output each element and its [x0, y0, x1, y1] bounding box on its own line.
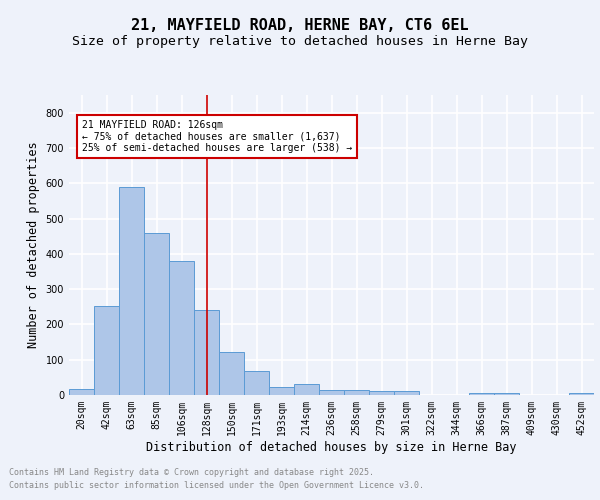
X-axis label: Distribution of detached houses by size in Herne Bay: Distribution of detached houses by size …: [146, 440, 517, 454]
Bar: [394, 392, 419, 395]
Bar: [294, 384, 319, 395]
Text: 21 MAYFIELD ROAD: 126sqm
← 75% of detached houses are smaller (1,637)
25% of sem: 21 MAYFIELD ROAD: 126sqm ← 75% of detach…: [82, 120, 352, 153]
Bar: [369, 392, 394, 395]
Bar: [269, 387, 294, 395]
Bar: [569, 393, 594, 395]
Bar: [119, 187, 144, 395]
Text: Size of property relative to detached houses in Herne Bay: Size of property relative to detached ho…: [72, 34, 528, 48]
Bar: [144, 234, 169, 395]
Bar: [244, 371, 269, 395]
Bar: [94, 306, 119, 395]
Bar: [69, 388, 94, 395]
Text: Contains HM Land Registry data © Crown copyright and database right 2025.: Contains HM Land Registry data © Crown c…: [9, 468, 374, 477]
Bar: [219, 352, 244, 395]
Bar: [469, 393, 494, 395]
Bar: [319, 390, 344, 395]
Bar: [494, 393, 519, 395]
Bar: [194, 310, 219, 395]
Y-axis label: Number of detached properties: Number of detached properties: [27, 142, 40, 348]
Text: 21, MAYFIELD ROAD, HERNE BAY, CT6 6EL: 21, MAYFIELD ROAD, HERNE BAY, CT6 6EL: [131, 18, 469, 32]
Bar: [169, 261, 194, 395]
Bar: [344, 390, 369, 395]
Text: Contains public sector information licensed under the Open Government Licence v3: Contains public sector information licen…: [9, 480, 424, 490]
